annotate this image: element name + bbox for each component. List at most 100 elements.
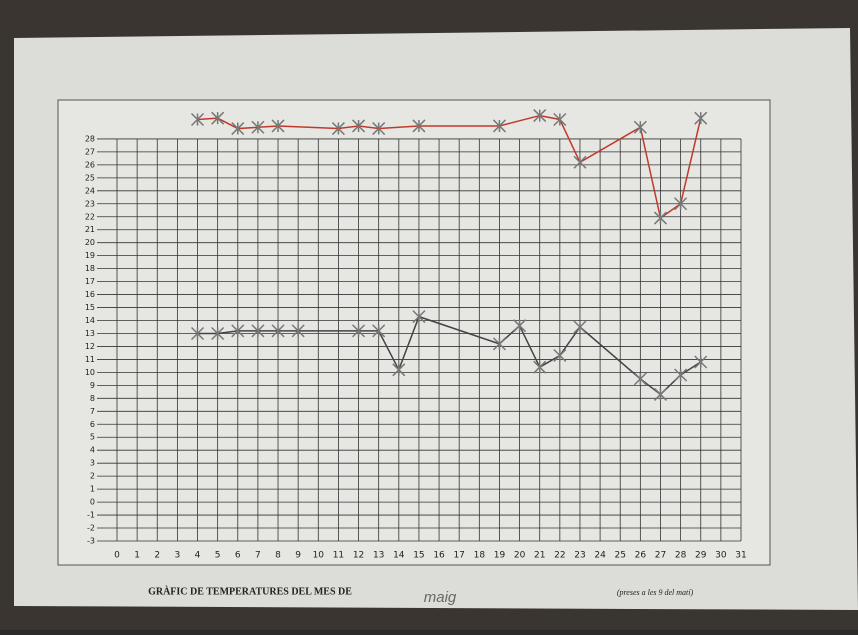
x-tick-label: 23	[574, 551, 585, 561]
x-tick-label: 31	[735, 551, 746, 561]
y-tick-label: 27	[85, 147, 95, 156]
frame	[57, 99, 771, 566]
x-tick-label: 0	[114, 551, 120, 561]
annotation: maig	[424, 589, 457, 606]
y-tick-label: 8	[90, 394, 95, 403]
y-tick-label: -2	[87, 524, 95, 533]
chart-title: GRÀFIC DE TEMPERATURES DEL MES DE	[148, 585, 352, 597]
x-tick-label: 30	[715, 551, 727, 561]
point-marker	[271, 324, 285, 338]
x-tick-label: 25	[614, 551, 625, 561]
x-tick-label: 28	[675, 551, 687, 561]
y-tick-label: 21	[85, 225, 95, 234]
y-tick-label: 4	[90, 446, 95, 455]
y-tick-label: 17	[85, 277, 95, 286]
y-tick-label: 25	[85, 173, 95, 182]
point-marker	[412, 310, 426, 324]
point-marker	[331, 122, 345, 136]
point-marker	[412, 119, 426, 133]
y-tick-label: 11	[85, 355, 95, 364]
point-marker	[211, 111, 225, 125]
point-marker	[653, 211, 668, 225]
x-tick-label: 21	[534, 551, 545, 561]
point-marker	[251, 120, 265, 134]
y-tick-label: 7	[90, 407, 95, 416]
point-marker	[573, 155, 587, 169]
y-tick-label: 23	[85, 199, 95, 208]
point-marker	[372, 122, 386, 136]
y-tick-label: -3	[87, 537, 95, 546]
x-tick-label: 19	[494, 551, 506, 561]
x-tick-label: 10	[313, 551, 325, 561]
y-tick-label: 9	[90, 381, 95, 390]
x-tick-label: 7	[255, 551, 261, 561]
x-tick-label: 9	[295, 551, 301, 561]
y-tick-label: 20	[85, 238, 95, 247]
point-marker	[271, 119, 285, 133]
point-marker	[674, 197, 688, 211]
x-tick-label: 13	[373, 551, 384, 561]
point-marker	[492, 337, 506, 351]
point-marker	[653, 387, 668, 401]
subtitle: (preses a les 9 del matí)	[617, 588, 694, 597]
y-tick-label: 3	[90, 459, 95, 468]
point-marker	[633, 120, 647, 134]
y-tick-label: 13	[85, 329, 95, 338]
y-tick-label: 18	[85, 264, 95, 273]
x-tick-label: 16	[433, 551, 445, 561]
point-marker	[251, 324, 265, 338]
point-marker	[553, 348, 567, 363]
point-marker	[211, 326, 225, 341]
x-tick-label: 26	[635, 551, 647, 561]
point-marker	[533, 109, 547, 123]
point-marker	[573, 320, 587, 334]
y-tick-label: 22	[85, 212, 95, 221]
x-tick-label: 12	[353, 551, 364, 561]
y-tick-label: 26	[85, 160, 95, 169]
x-tick-label: 17	[453, 551, 464, 561]
y-tick-label: 24	[85, 186, 95, 195]
x-tick-label: 1	[134, 551, 140, 561]
point-marker	[633, 372, 647, 386]
point-marker	[694, 355, 708, 369]
x-tick-label: 6	[235, 551, 241, 561]
point-marker	[291, 324, 305, 338]
x-tick-label: 22	[554, 551, 565, 561]
y-tick-label: 12	[85, 342, 95, 351]
point-marker	[694, 111, 708, 125]
point-marker	[352, 119, 366, 133]
y-tick-label: 1	[90, 485, 95, 494]
x-tick-label: 14	[393, 551, 405, 561]
y-tick-label: 10	[85, 368, 95, 377]
point-marker	[674, 368, 688, 382]
point-marker	[372, 324, 386, 338]
y-tick-label: 6	[90, 420, 95, 429]
y-tick-label: 5	[90, 433, 95, 442]
y-tick-label: 28	[85, 134, 95, 143]
point-marker	[231, 324, 245, 338]
x-tick-label: 5	[215, 551, 221, 561]
x-tick-label: 15	[413, 551, 424, 561]
point-marker	[533, 360, 547, 374]
x-tick-label: 27	[655, 551, 666, 561]
point-marker	[553, 112, 567, 127]
x-tick-label: 3	[175, 551, 181, 561]
x-tick-label: 4	[195, 551, 201, 561]
x-tick-label: 20	[514, 551, 526, 561]
point-marker	[231, 122, 245, 136]
x-tick-label: 18	[474, 551, 486, 561]
y-tick-label: 16	[85, 290, 95, 299]
point-marker	[392, 363, 406, 377]
y-tick-label: -1	[87, 511, 95, 520]
y-tick-label: 0	[90, 498, 95, 507]
y-tick-label: 14	[85, 316, 95, 325]
y-tick-label: 2	[90, 472, 95, 481]
x-tick-label: 8	[275, 551, 281, 561]
point-marker	[190, 112, 205, 127]
y-tick-label: 19	[85, 251, 95, 260]
y-tick-label: 15	[85, 303, 95, 312]
point-marker	[513, 319, 527, 333]
x-tick-label: 2	[154, 551, 160, 561]
x-tick-label: 11	[333, 551, 344, 561]
